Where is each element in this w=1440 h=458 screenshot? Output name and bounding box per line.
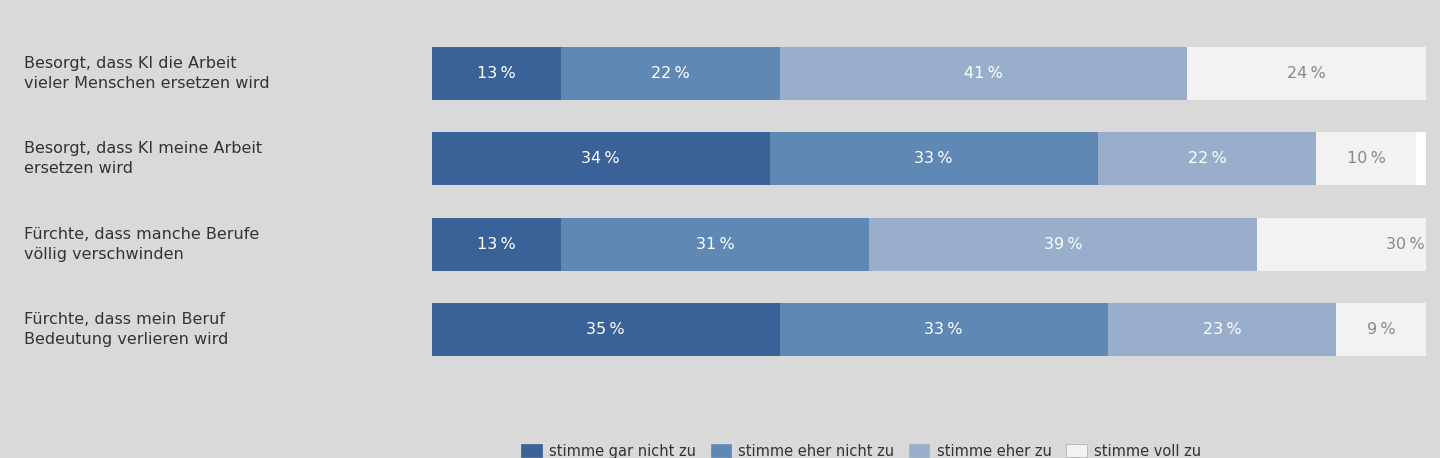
Text: 34 %: 34 % <box>582 151 621 166</box>
Bar <box>779 303 1107 356</box>
Legend: stimme gar nicht zu, stimme eher nicht zu, stimme eher zu, stimme voll zu: stimme gar nicht zu, stimme eher nicht z… <box>516 438 1207 458</box>
Bar <box>1257 218 1440 271</box>
Text: 24 %: 24 % <box>1287 66 1326 81</box>
Text: 41 %: 41 % <box>963 66 1002 81</box>
Bar <box>432 303 779 356</box>
Text: 33 %: 33 % <box>924 322 963 337</box>
Bar <box>432 218 562 271</box>
Text: 23 %: 23 % <box>1202 322 1241 337</box>
Text: 9 %: 9 % <box>1367 322 1395 337</box>
Bar <box>1316 132 1416 185</box>
Text: Besorgt, dass KI die Arbeit
vieler Menschen ersetzen wird: Besorgt, dass KI die Arbeit vieler Mensc… <box>24 56 269 91</box>
Bar <box>779 47 1187 100</box>
Bar <box>432 303 1426 356</box>
Bar <box>1336 303 1426 356</box>
Text: 13 %: 13 % <box>477 237 516 252</box>
Text: 10 %: 10 % <box>1346 151 1385 166</box>
Bar <box>1107 303 1336 356</box>
Text: Fürchte, dass mein Beruf
Bedeutung verlieren wird: Fürchte, dass mein Beruf Bedeutung verli… <box>24 312 229 347</box>
Bar <box>770 132 1097 185</box>
Text: 31 %: 31 % <box>696 237 734 252</box>
Text: 22 %: 22 % <box>1188 151 1227 166</box>
Text: 22 %: 22 % <box>651 66 690 81</box>
Text: Fürchte, dass manche Berufe
völlig verschwinden: Fürchte, dass manche Berufe völlig versc… <box>24 227 259 262</box>
Bar <box>562 218 870 271</box>
Bar <box>562 47 779 100</box>
Bar <box>432 132 770 185</box>
Bar <box>432 218 1426 271</box>
Text: 35 %: 35 % <box>586 322 625 337</box>
Text: Besorgt, dass KI meine Arbeit
ersetzen wird: Besorgt, dass KI meine Arbeit ersetzen w… <box>24 142 262 176</box>
Bar <box>432 47 562 100</box>
Bar <box>432 47 1426 100</box>
Text: 33 %: 33 % <box>914 151 953 166</box>
Text: 30 %: 30 % <box>1387 237 1426 252</box>
Bar <box>432 132 1426 185</box>
Text: 39 %: 39 % <box>1044 237 1083 252</box>
Bar <box>1187 47 1426 100</box>
Bar <box>870 218 1257 271</box>
Bar <box>1097 132 1316 185</box>
Text: 13 %: 13 % <box>477 66 516 81</box>
